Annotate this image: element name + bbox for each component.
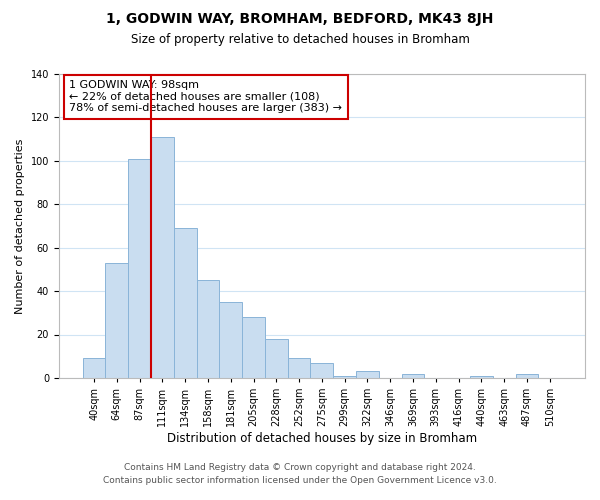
Bar bbox=[174, 228, 197, 378]
Text: Contains HM Land Registry data © Crown copyright and database right 2024.
Contai: Contains HM Land Registry data © Crown c… bbox=[103, 463, 497, 485]
Bar bbox=[401, 374, 424, 378]
Bar bbox=[106, 263, 128, 378]
Bar bbox=[220, 302, 242, 378]
Bar bbox=[83, 358, 106, 378]
Bar bbox=[288, 358, 310, 378]
Bar bbox=[197, 280, 220, 378]
Bar bbox=[515, 374, 538, 378]
Bar bbox=[356, 372, 379, 378]
Text: 1 GODWIN WAY: 98sqm
← 22% of detached houses are smaller (108)
78% of semi-detac: 1 GODWIN WAY: 98sqm ← 22% of detached ho… bbox=[70, 80, 343, 114]
Bar bbox=[310, 362, 333, 378]
Bar bbox=[128, 158, 151, 378]
Text: Size of property relative to detached houses in Bromham: Size of property relative to detached ho… bbox=[131, 32, 469, 46]
Y-axis label: Number of detached properties: Number of detached properties bbox=[15, 138, 25, 314]
Bar bbox=[265, 339, 288, 378]
Text: 1, GODWIN WAY, BROMHAM, BEDFORD, MK43 8JH: 1, GODWIN WAY, BROMHAM, BEDFORD, MK43 8J… bbox=[106, 12, 494, 26]
Bar bbox=[470, 376, 493, 378]
Bar bbox=[151, 137, 174, 378]
Bar bbox=[242, 317, 265, 378]
Bar bbox=[333, 376, 356, 378]
X-axis label: Distribution of detached houses by size in Bromham: Distribution of detached houses by size … bbox=[167, 432, 477, 445]
